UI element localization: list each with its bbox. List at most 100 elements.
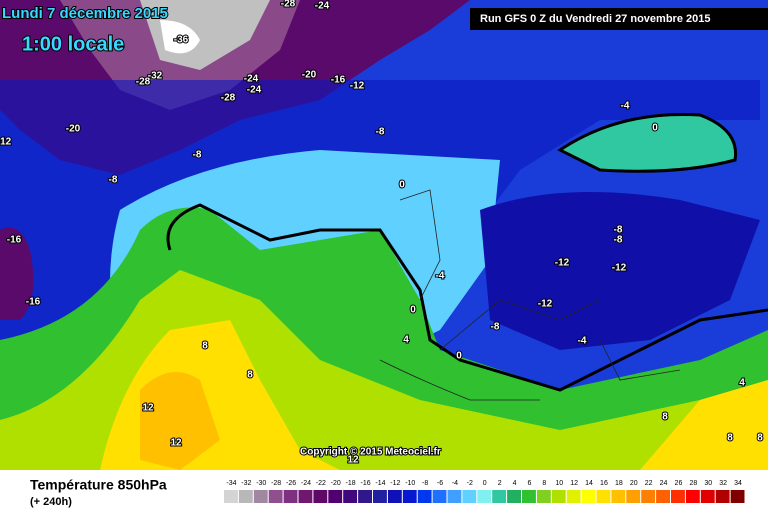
legend: -34 -32 -30 -28 -26 -24 -22 -20 -18 -16 -14 -12 -10-… <box>224 480 745 503</box>
legend-swatch <box>596 490 611 503</box>
contour-label: 0 <box>410 305 416 316</box>
legend-label: -18 <box>346 480 356 487</box>
legend-swatch <box>298 490 313 503</box>
legend-label: 22 <box>645 480 653 487</box>
legend-label: 0 <box>483 480 487 487</box>
contour-label: 8 <box>202 341 208 352</box>
legend-swatch <box>343 490 358 503</box>
contour-label: -28 <box>136 77 151 88</box>
legend-label: -6 <box>437 480 443 487</box>
legend-label: 26 <box>675 480 683 487</box>
legend-label: 32 <box>719 480 727 487</box>
contour-label: 8 <box>247 370 253 381</box>
zero-isotherm <box>166 203 768 392</box>
legend-label: -22 <box>316 480 326 487</box>
legend-swatch <box>730 490 745 503</box>
legend-label: 20 <box>630 480 638 487</box>
footer-title: Température 850hPa <box>30 477 167 493</box>
legend-swatch <box>238 490 253 503</box>
cold-pocket <box>0 227 34 320</box>
contour-label: -16 <box>7 235 22 246</box>
legend-swatch <box>432 490 447 503</box>
contour-label: -24 <box>315 1 330 12</box>
run-box <box>470 8 768 30</box>
contour-label: 12 <box>170 438 182 449</box>
legend-swatch <box>685 490 700 503</box>
legend-swatch <box>313 490 328 503</box>
coastline <box>379 189 681 401</box>
legend-label: 34 <box>734 480 742 487</box>
legend-label: -30 <box>256 480 266 487</box>
contour-label: -4 <box>621 101 630 112</box>
contour-label: -8 <box>491 322 500 333</box>
contour-label: 0 <box>652 123 658 134</box>
legend-swatch <box>522 490 536 503</box>
legend-label: -10 <box>405 480 415 487</box>
legend-swatch <box>715 490 730 503</box>
contour-label: -12 <box>612 263 627 274</box>
legend-label: 24 <box>660 480 668 487</box>
legend-label: 2 <box>498 480 502 487</box>
contour-label: -24 <box>247 85 262 96</box>
legend-label: 28 <box>689 480 697 487</box>
legend-swatch <box>656 490 670 503</box>
contour-label: -32 <box>148 71 163 82</box>
warm-core <box>100 320 768 470</box>
legend-swatch <box>581 490 596 503</box>
legend-swatch <box>477 490 492 503</box>
legend-label: 10 <box>555 480 563 487</box>
legend-label: -4 <box>452 480 458 487</box>
legend-label: -20 <box>331 480 341 487</box>
legend-label: 6 <box>527 480 531 487</box>
contour-label: -16 <box>331 75 346 86</box>
contour-labels: -28-24-36-32-28-24-24-28-20-16-12-20-12-… <box>0 0 764 467</box>
zero-isotherm <box>557 112 738 173</box>
legend-swatch <box>417 490 432 503</box>
contour-label: -36 <box>174 35 189 46</box>
legend-swatch <box>700 490 715 503</box>
legend-label: 8 <box>542 480 546 487</box>
contour-label: 8 <box>757 433 763 444</box>
contour-label: -24 <box>244 74 259 85</box>
contour-label: 4 <box>403 335 409 346</box>
legend-swatch <box>492 490 507 503</box>
contour-label: 12 <box>142 403 154 414</box>
cold-pool <box>480 192 760 350</box>
run-label: Run GFS 0 Z du Vendredi 27 novembre 2015 <box>480 13 710 25</box>
contour-label: -20 <box>66 124 81 135</box>
legend-label: -8 <box>422 480 428 487</box>
copyright: Copyright © 2015 Meteociel.fr <box>300 447 441 458</box>
contour-label: 0 <box>456 351 462 362</box>
legend-swatch <box>611 490 626 503</box>
legend-label: -34 <box>226 480 236 487</box>
legend-label: -2 <box>467 480 473 487</box>
cold-core <box>140 0 270 70</box>
legend-swatch <box>268 490 283 503</box>
legend-swatch <box>253 490 268 503</box>
legend-swatch <box>462 490 477 503</box>
legend-label: -12 <box>390 480 400 487</box>
legend-swatch <box>507 490 521 503</box>
legend-label: -26 <box>286 480 296 487</box>
cold-core <box>160 20 200 54</box>
legend-swatch <box>224 490 238 503</box>
legend-swatch <box>626 490 641 503</box>
legend-label: -32 <box>241 480 251 487</box>
contour-label: -8 <box>109 175 118 186</box>
contour-label: -4 <box>436 271 445 282</box>
legend-swatch <box>447 490 462 503</box>
legend-label: -28 <box>271 480 281 487</box>
legend-label: -14 <box>375 480 385 487</box>
contour-label: -20 <box>302 70 317 81</box>
legend-label: -24 <box>301 480 311 487</box>
date-label: Lundi 7 décembre 2015 <box>2 5 168 22</box>
contour-label: -16 <box>26 297 41 308</box>
contour-label: -28 <box>281 0 296 10</box>
contour-label: 12 <box>347 455 359 466</box>
contour-label: 8 <box>727 433 733 444</box>
contour-label: -28 <box>221 93 236 104</box>
legend-label: 4 <box>513 480 517 487</box>
contour-label: 8 <box>662 412 668 423</box>
legend-swatch <box>358 490 372 503</box>
